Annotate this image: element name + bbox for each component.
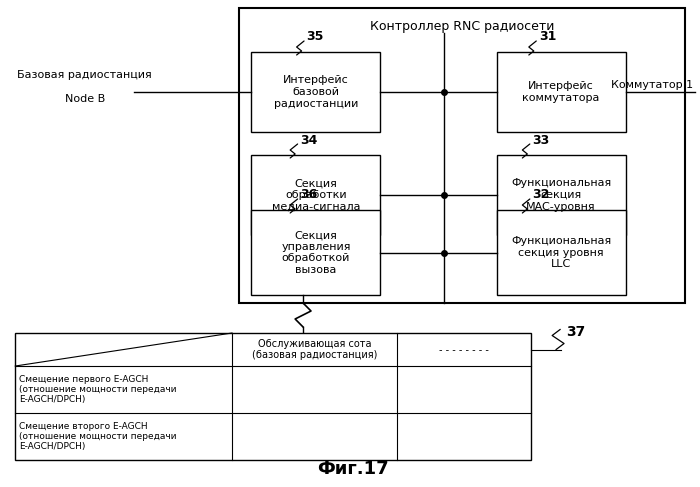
Text: Коммутатор 1: Коммутатор 1 xyxy=(611,80,693,90)
Text: 32: 32 xyxy=(532,188,550,202)
Text: Смещение первого E-AGCH
(отношение мощности передачи
E-AGCH/DPCH): Смещение первого E-AGCH (отношение мощно… xyxy=(20,375,177,404)
Text: 36: 36 xyxy=(300,188,317,202)
Text: Обслуживающая сота
(базовая радиостанция): Обслуживающая сота (базовая радиостанция… xyxy=(252,339,377,360)
Text: 35: 35 xyxy=(307,31,324,43)
Bar xyxy=(496,155,626,235)
Bar xyxy=(251,52,381,132)
Text: Функциональная
секция уровня
LLC: Функциональная секция уровня LLC xyxy=(511,236,611,269)
Text: 33: 33 xyxy=(532,133,550,147)
Text: Контроллер RNC радиосети: Контроллер RNC радиосети xyxy=(370,20,554,33)
Text: Секция
обработки
медиа-сигнала: Секция обработки медиа-сигнала xyxy=(272,178,360,211)
Text: - - - - - - - -: - - - - - - - - xyxy=(440,344,489,355)
Text: Смещение второго E-AGCH
(отношение мощности передачи
E-AGCH/DPCH): Смещение второго E-AGCH (отношение мощно… xyxy=(20,422,177,451)
Bar xyxy=(496,52,626,132)
Text: Фиг.17: Фиг.17 xyxy=(317,460,389,478)
Bar xyxy=(239,8,685,303)
Text: 31: 31 xyxy=(539,31,556,43)
Text: Интерфейс
коммутатора: Интерфейс коммутатора xyxy=(522,81,600,103)
Text: Базовая радиостанция: Базовая радиостанция xyxy=(18,70,152,80)
Text: Node B: Node B xyxy=(64,94,105,104)
Bar xyxy=(251,210,381,295)
Text: Секция
управления
обработкой
вызова: Секция управления обработкой вызова xyxy=(281,230,351,275)
Bar xyxy=(251,155,381,235)
Text: 37: 37 xyxy=(566,324,585,338)
Bar xyxy=(15,333,531,460)
Bar xyxy=(496,210,626,295)
Text: Интерфейс
базовой
радиостанции: Интерфейс базовой радиостанции xyxy=(274,75,358,109)
Text: 34: 34 xyxy=(300,133,318,147)
Text: Функциональная
секция
MAC-уровня: Функциональная секция MAC-уровня xyxy=(511,178,611,211)
